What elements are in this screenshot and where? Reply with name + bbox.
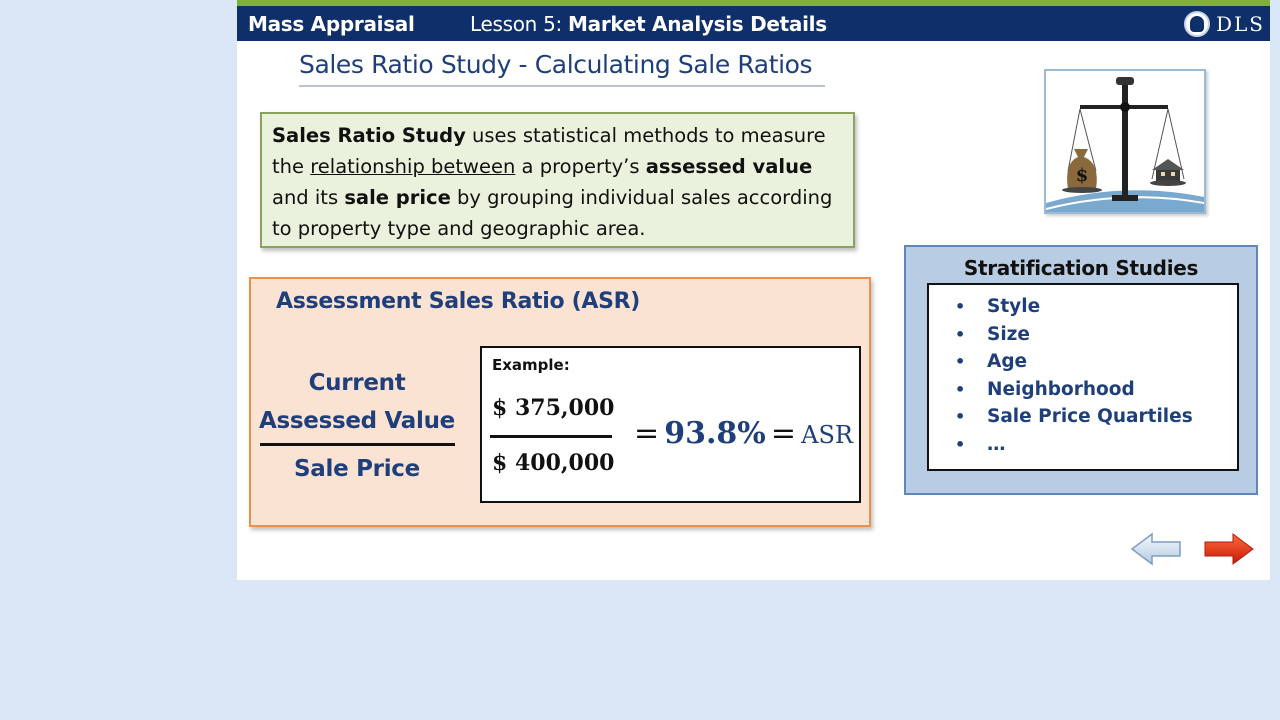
course-title: Mass Appraisal	[248, 12, 415, 36]
dls-logo: DLS	[1183, 9, 1265, 38]
list-item-label: Style	[987, 296, 1041, 317]
list-item: • Style	[929, 293, 1237, 321]
logo-text: DLS	[1215, 11, 1265, 36]
state-seal-icon	[1183, 10, 1210, 37]
definition-text: uses statistical methods to measure the	[272, 124, 826, 178]
arrow-right-icon	[1204, 533, 1254, 565]
list-item: • Size	[929, 321, 1237, 349]
stratification-list: • Style • Size • Age • Neighborhood • Sale Pr…	[927, 283, 1239, 471]
bullet-icon: •	[955, 352, 966, 371]
stratification-box: Stratification Studies • Style • Size • Age…	[904, 245, 1258, 495]
list-item-label: Size	[987, 323, 1030, 345]
list-item: • Age	[929, 348, 1237, 376]
balance-scale-icon: $	[1044, 69, 1206, 214]
list-item: • Neighborhood	[929, 376, 1237, 404]
asr-box: Assessment Sales Ratio (ASR) Current Ass…	[249, 277, 871, 527]
example-fraction-bar	[490, 435, 612, 438]
equals-sign: =	[770, 416, 797, 451]
lesson-name: Market Analysis Details	[568, 12, 827, 36]
equals-sign: =	[634, 416, 660, 451]
header-accent-line	[237, 0, 1270, 6]
title-underline	[299, 85, 825, 87]
header-bar: Mass Appraisal Lesson 5: Market Analysis…	[237, 6, 1270, 41]
back-button[interactable]	[1130, 532, 1182, 566]
example-box: Example: $ 375,000 $ 400,000 = 93.8% = A…	[480, 346, 861, 503]
asr-formula: Current Assessed Value Sale Price	[257, 364, 457, 488]
bullet-icon: •	[955, 297, 966, 316]
arrow-left-icon	[1130, 532, 1181, 566]
page-title: Sales Ratio Study - Calculating Sale Rat…	[299, 50, 813, 79]
formula-numerator-line1: Current	[308, 370, 406, 396]
asr-title: Assessment Sales Ratio (ASR)	[276, 289, 641, 314]
example-label: Example:	[492, 356, 570, 374]
definition-bold: sale price	[344, 186, 451, 209]
definition-text: and its	[272, 186, 345, 209]
bullet-icon: •	[955, 379, 966, 399]
formula-numerator-line2: Assessed Value	[259, 408, 455, 434]
definition-box: Sales Ratio Study uses statistical metho…	[260, 112, 855, 248]
bullet-icon: •	[955, 407, 966, 426]
list-item-label: Sale Price Quartiles	[987, 406, 1193, 427]
bullet-icon: •	[955, 434, 966, 454]
example-percentage: 93.8%	[664, 416, 766, 451]
definition-underline: relationship between	[310, 155, 516, 178]
bullet-icon: •	[955, 324, 966, 344]
example-result: = 93.8% = ASR	[634, 416, 853, 451]
slide: Mass Appraisal Lesson 5: Market Analysis…	[237, 0, 1270, 580]
list-item-label: Age	[987, 351, 1028, 372]
svg-text:$: $	[1076, 165, 1089, 186]
list-item: •…	[929, 431, 1237, 459]
definition-text: a property’s	[515, 155, 646, 178]
list-item-label: …	[987, 433, 1006, 455]
list-item: • Sale Price Quartiles	[929, 403, 1237, 431]
definition-term: Sales Ratio Study	[272, 124, 466, 147]
example-result-label: ASR	[801, 421, 853, 449]
formula-denominator: Sale Price	[294, 456, 420, 482]
list-item-label: Neighborhood	[987, 378, 1135, 400]
lesson-prefix: Lesson 5:	[470, 12, 569, 36]
definition-bold: assessed value	[645, 155, 813, 178]
definition-text: by grouping individual sales according t…	[272, 186, 833, 240]
next-button[interactable]	[1203, 532, 1255, 566]
formula-fraction-bar	[259, 443, 455, 446]
example-numerator: $ 375,000	[492, 395, 615, 421]
example-denominator: $ 400,000	[492, 450, 615, 476]
stratification-title: Stratification Studies	[963, 256, 1199, 280]
lesson-title: Lesson 5: Market Analysis Details	[470, 12, 827, 36]
